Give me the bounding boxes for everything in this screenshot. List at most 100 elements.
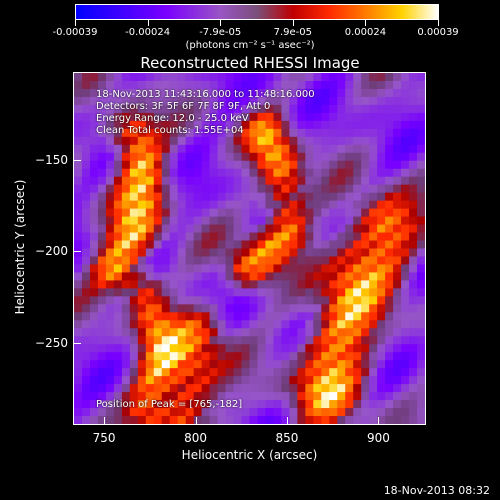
heatmap-cell	[209, 216, 219, 226]
heatmap-cell	[209, 416, 219, 424]
heatmap-cell	[185, 136, 195, 146]
heatmap-cell	[377, 216, 386, 226]
heatmap-cell	[273, 264, 283, 274]
heatmap-cell	[281, 368, 290, 377]
heatmap-cell	[409, 344, 418, 353]
heatmap-cell	[273, 152, 283, 162]
heatmap-cell	[329, 248, 338, 258]
heatmap-cell	[377, 73, 386, 82]
heatmap-cell	[377, 256, 386, 266]
heatmap-cell	[297, 104, 306, 114]
heatmap-cell	[337, 80, 346, 90]
heatmap-cell	[265, 344, 275, 353]
heatmap-cell	[161, 80, 171, 90]
heatmap-cell	[305, 296, 314, 305]
heatmap-cell	[361, 144, 370, 154]
heatmap-cell	[377, 360, 386, 369]
heatmap-cell	[153, 376, 163, 385]
heatmap-cell	[409, 144, 418, 154]
heatmap-cell	[257, 256, 267, 266]
heatmap-cell	[97, 376, 107, 385]
heatmap-cell	[353, 416, 362, 424]
heatmap-cell	[393, 408, 402, 417]
heatmap-cell	[137, 336, 147, 345]
heatmap-cell	[409, 184, 418, 194]
heatmap-cell	[233, 73, 243, 82]
heatmap-cell	[145, 408, 155, 417]
heatmap-cell	[417, 208, 425, 218]
heatmap-cell	[353, 184, 362, 194]
heatmap-cell	[289, 112, 298, 122]
heatmap-cell	[297, 296, 306, 305]
heatmap-cell	[89, 368, 99, 377]
heatmap-cell	[297, 96, 306, 106]
heatmap-cell	[313, 320, 322, 329]
annotation-detectors: Detectors: 3F 5F 6F 7F 8F 9F, Att 0	[96, 101, 271, 112]
heatmap-cell	[137, 288, 147, 297]
heatmap-cell	[105, 256, 115, 266]
heatmap-cell	[337, 88, 346, 98]
heatmap-cell	[289, 168, 298, 178]
heatmap-cell	[337, 400, 346, 409]
heatmap-cell	[121, 296, 131, 305]
heatmap-cell	[161, 160, 171, 170]
heatmap-cell	[369, 96, 378, 106]
heatmap-cell	[105, 208, 115, 218]
heatmap-cell	[257, 384, 267, 393]
heatmap-cell	[345, 96, 354, 106]
heatmap-cell	[129, 312, 139, 321]
heatmap-cell	[377, 296, 386, 305]
heatmap-cell	[145, 400, 155, 409]
heatmap-cell	[257, 160, 267, 170]
heatmap-cell	[401, 296, 410, 305]
heatmap-cell	[313, 296, 322, 305]
heatmap-cell	[113, 128, 123, 138]
heatmap-cell	[153, 80, 163, 90]
heatmap-cell	[361, 392, 370, 401]
heatmap-cell	[385, 384, 394, 393]
heatmap-cell	[249, 216, 259, 226]
heatmap-cell	[121, 360, 131, 369]
heatmap-cell	[74, 280, 83, 289]
heatmap-cell	[217, 120, 227, 130]
heatmap-cell	[361, 184, 370, 194]
heatmap-cell	[345, 376, 354, 385]
heatmap-cell	[265, 144, 275, 154]
heatmap-cell	[409, 224, 418, 234]
heatmap-cell	[177, 168, 187, 178]
heatmap-cell	[345, 168, 354, 178]
heatmap-cell	[377, 320, 386, 329]
heatmap-cell	[265, 352, 275, 361]
heatmap-cell	[385, 304, 394, 313]
heatmap-cell	[377, 240, 386, 250]
heatmap-cell	[129, 296, 139, 305]
heatmap-cell	[185, 304, 195, 313]
heatmap-cell	[393, 104, 402, 114]
heatmap-cell	[169, 416, 179, 424]
heatmap-cell	[129, 256, 139, 266]
heatmap-cell	[121, 272, 131, 282]
heatmap-cell	[129, 416, 139, 424]
heatmap-cell	[121, 168, 131, 178]
heatmap-cell	[97, 73, 107, 82]
heatmap-cell	[353, 296, 362, 305]
heatmap-cell	[281, 344, 290, 353]
heatmap-cell	[377, 344, 386, 353]
heatmap-cell	[74, 128, 83, 138]
heatmap-cell	[113, 112, 123, 122]
heatmap-cell	[121, 224, 131, 234]
heatmap-cell	[209, 184, 219, 194]
heatmap-cell	[353, 232, 362, 242]
heatmap-cell	[265, 400, 275, 409]
heatmap-cell	[225, 144, 235, 154]
heatmap-cell	[385, 344, 394, 353]
heatmap-cell	[241, 112, 251, 122]
heatmap-cell	[193, 216, 203, 226]
heatmap-cell	[385, 168, 394, 178]
heatmap-cell	[201, 320, 211, 329]
heatmap-cell	[161, 104, 171, 114]
heatmap-cell	[97, 336, 107, 345]
heatmap-cell	[161, 120, 171, 130]
heatmap-cell	[241, 328, 251, 337]
heatmap-cell	[201, 408, 211, 417]
